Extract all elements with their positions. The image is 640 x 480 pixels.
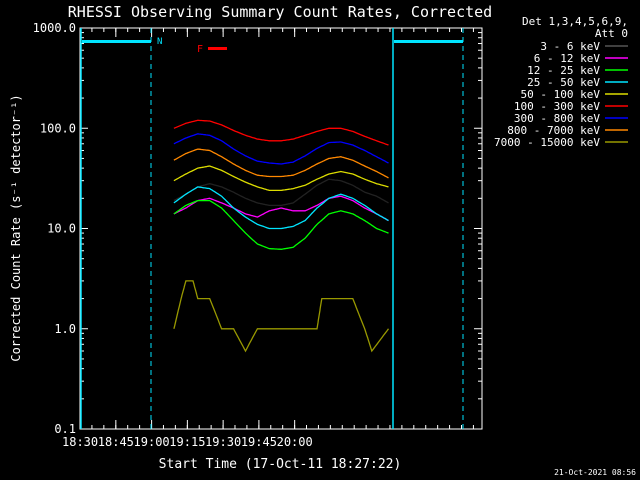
series-line	[173, 148, 389, 179]
y-tick-label: 0.1	[54, 422, 76, 436]
time-markers: NF	[80, 28, 464, 429]
legend-entry-label: 7000 - 15000 keV	[494, 136, 600, 149]
legend-entry-label: 25 - 50 keV	[527, 76, 600, 89]
x-tick-label: 19:30	[205, 435, 241, 449]
footer-date: 21-Oct-2021 08:56	[554, 468, 636, 477]
night-label: N	[157, 37, 162, 47]
series-line	[173, 178, 389, 207]
series-line	[173, 195, 389, 222]
y-tick-label: 10.0	[47, 222, 76, 236]
night-bar	[82, 40, 151, 43]
x-axis-label: Start Time (17-Oct-11 18:27:22)	[159, 457, 402, 472]
legend-entry-label: 800 - 7000 keV	[507, 124, 600, 137]
series-line	[173, 133, 389, 165]
legend-entry-label: 50 - 100 keV	[521, 88, 601, 101]
legend-header: Det 1,3,4,5,6,9,	[522, 15, 628, 28]
flare-label: F	[197, 44, 203, 55]
x-tick-label: 18:45	[98, 435, 134, 449]
x-axis: 18:30 18:45 19:00 19:15 19:30 19:45 20:00	[62, 28, 474, 449]
chart-title: RHESSI Observing Summary Count Rates, Co…	[68, 3, 492, 21]
series-layer	[173, 119, 390, 353]
y-tick-label: 1.0	[54, 322, 76, 336]
series-line	[173, 186, 389, 230]
night-bar	[394, 40, 463, 43]
y-axis-label: Corrected Count Rate (s⁻¹ detector⁻¹)	[9, 94, 23, 361]
x-tick-label: 18:30	[62, 435, 98, 449]
legend-header-att: Att 0	[595, 27, 628, 40]
y-axis: 0.1 1.0 10.0 100.0 1000.0	[33, 21, 482, 436]
y-tick-label: 1000.0	[33, 21, 76, 35]
series-line	[173, 165, 389, 192]
legend-entry-label: 12 - 25 keV	[527, 64, 600, 77]
y-tick-label: 100.0	[40, 121, 76, 135]
flare-bar	[208, 47, 227, 50]
series-line	[173, 119, 389, 146]
legend-entry-label: 100 - 300 keV	[514, 100, 600, 113]
series-line	[173, 199, 389, 250]
legend-entry-label: 3 - 6 keV	[540, 40, 600, 53]
legend-entry-label: 300 - 800 keV	[514, 112, 600, 125]
x-tick-label: 19:00	[134, 435, 170, 449]
x-tick-label: 19:45	[241, 435, 277, 449]
legend-entry-label: 6 - 12 keV	[534, 52, 601, 65]
x-tick-label: 19:15	[169, 435, 205, 449]
series-line	[173, 280, 390, 353]
x-tick-label: 20:00	[277, 435, 313, 449]
